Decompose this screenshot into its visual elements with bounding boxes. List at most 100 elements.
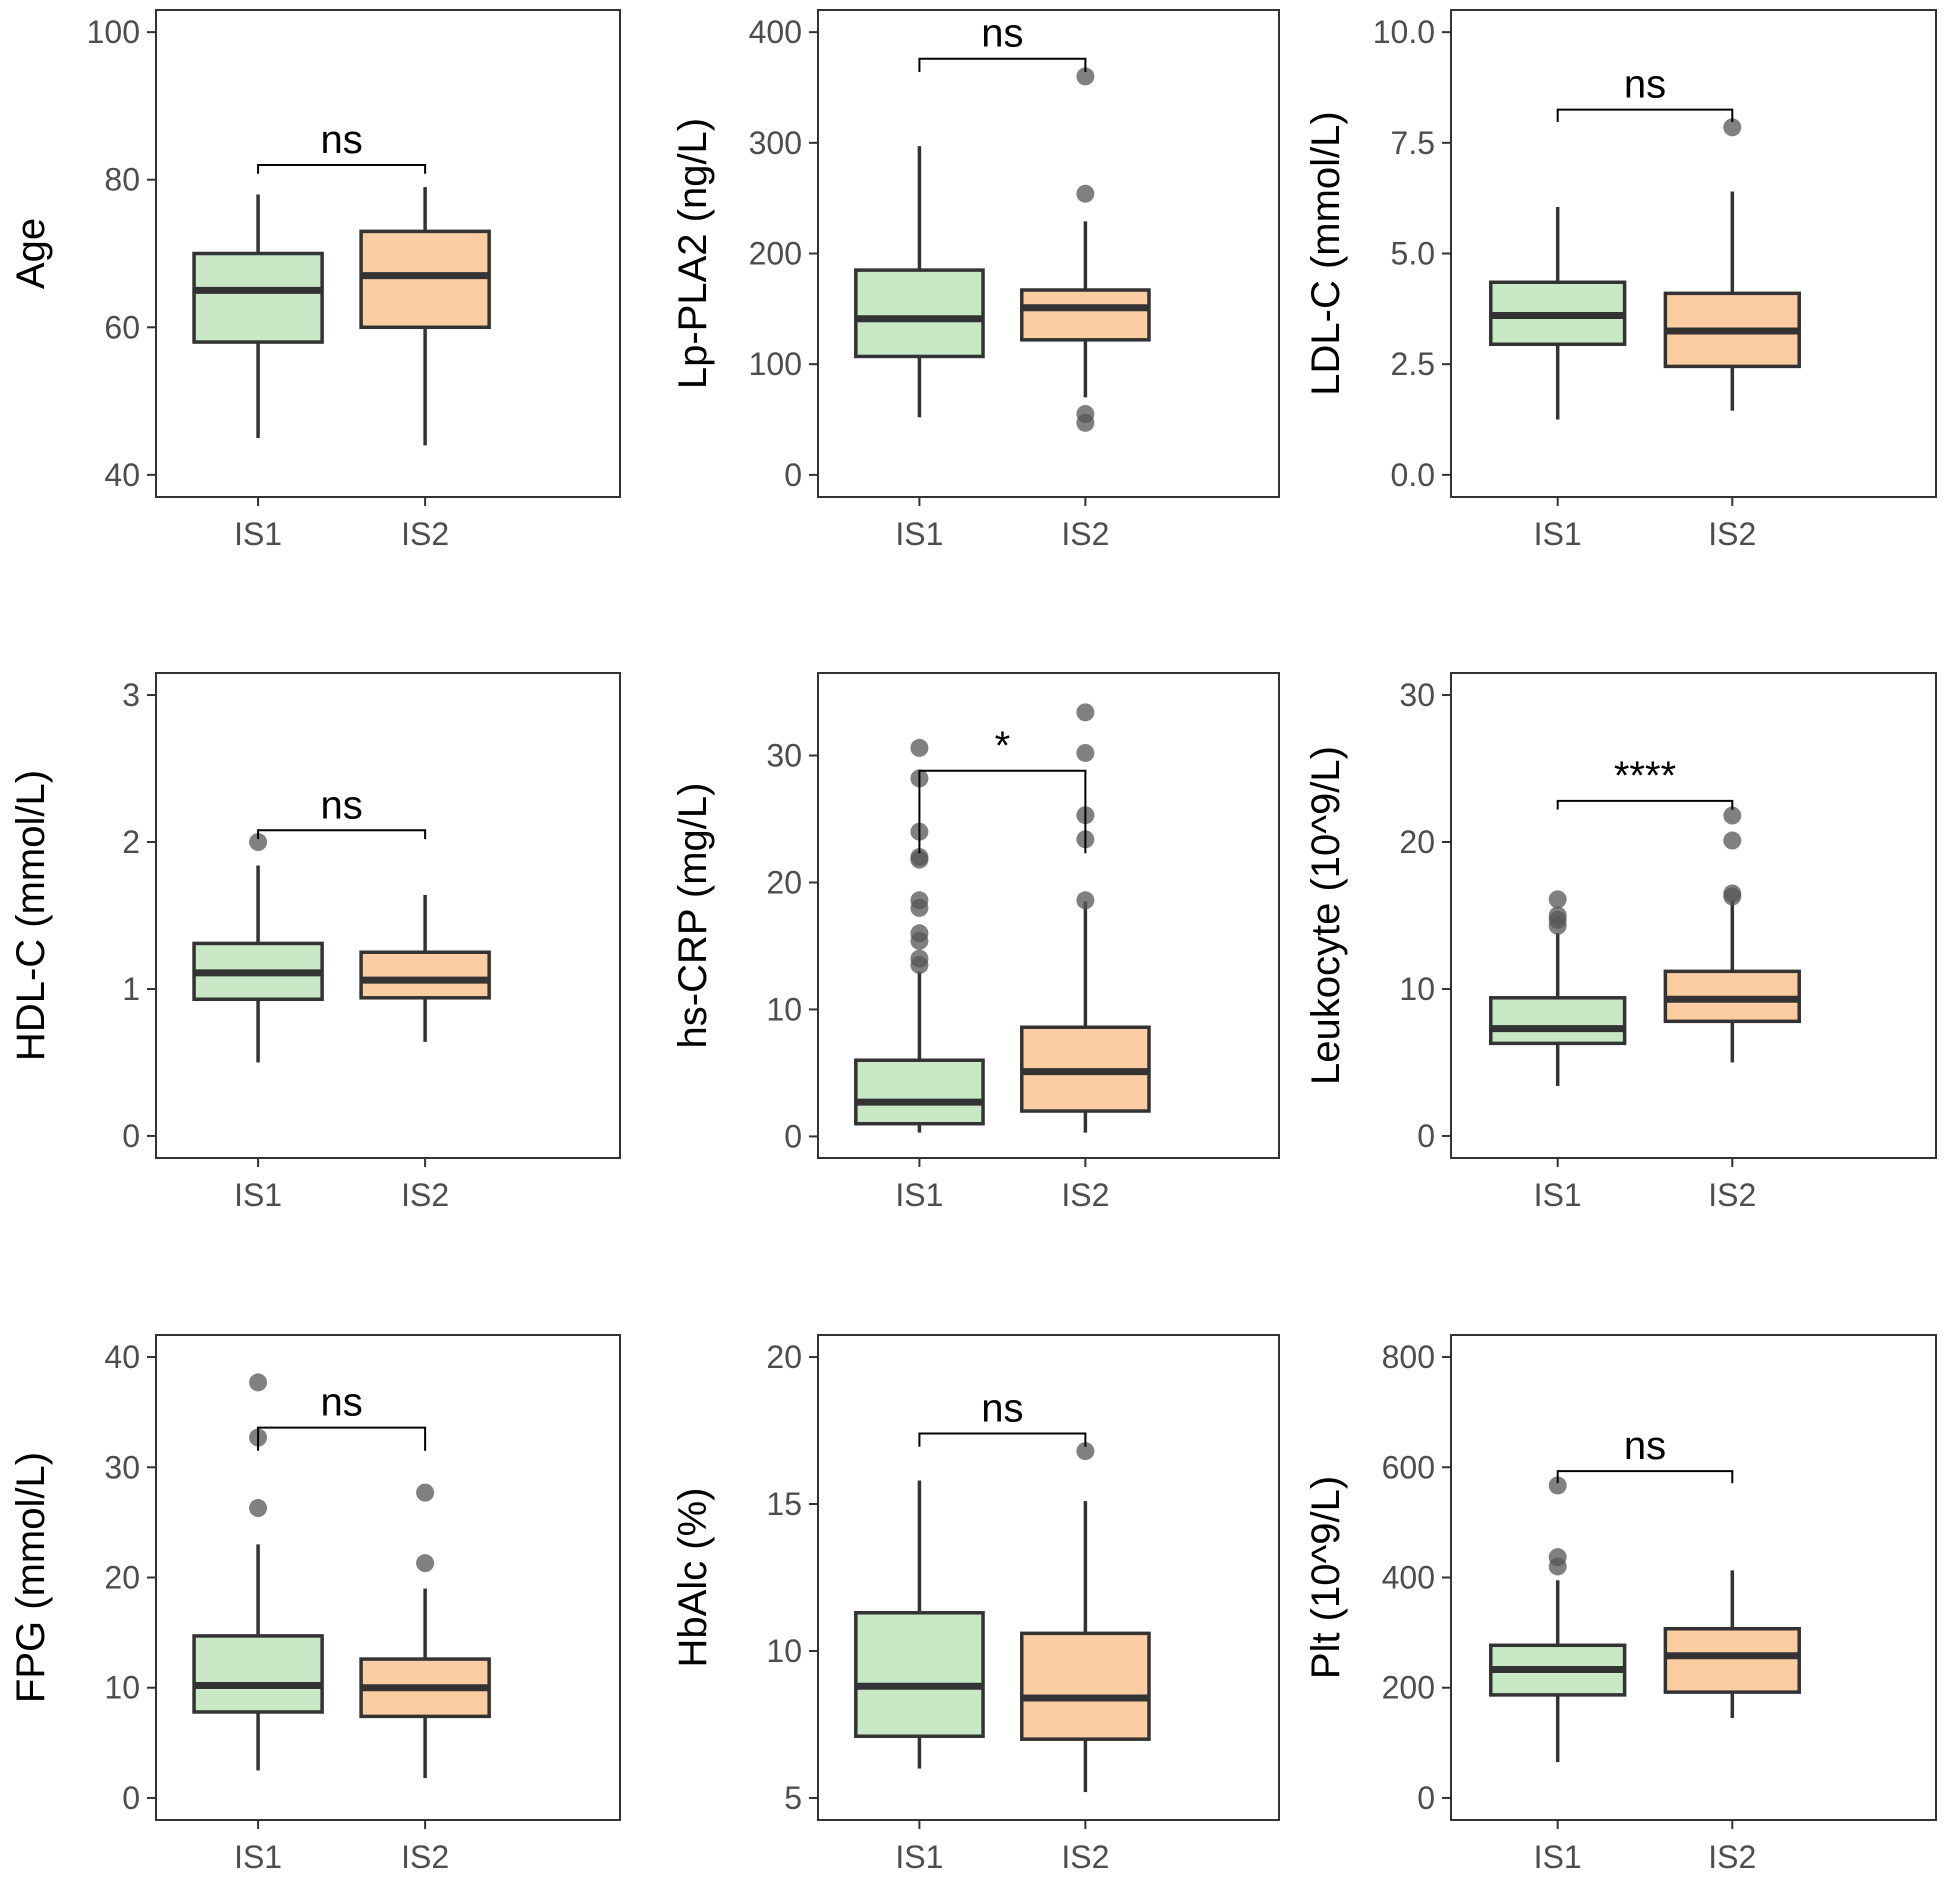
y-tick-label: 20 <box>766 864 802 900</box>
y-tick-label: 0.0 <box>1391 457 1435 493</box>
panel-1: 40 60 80 100 Age IS1 IS2 ns <box>9 9 621 552</box>
box-is1 <box>1489 1476 1627 1763</box>
panel-border <box>817 9 1280 498</box>
significance-bracket: ns <box>257 783 427 840</box>
panel-6: 0 10 20 30 Leukocyte (10^9/L) IS1 IS2 **** <box>1304 672 1937 1213</box>
y-tick-label: 40 <box>104 457 140 493</box>
x-tick-label-is2: IS2 <box>1708 1839 1756 1875</box>
panel-7: 0 10 20 30 40 FPG (mmol/L) IS1 IS2 ns <box>9 1334 621 1875</box>
x-tick-label-is2: IS2 <box>401 516 449 552</box>
outlier-point <box>1548 1476 1567 1495</box>
y-tick-label: 10 <box>766 1633 802 1669</box>
x-tick-label-is1: IS1 <box>234 1177 282 1213</box>
significance-bracket: ns <box>1556 1424 1734 1484</box>
panel-border <box>817 1334 1280 1821</box>
outlier-point <box>1076 413 1095 432</box>
y-tick-label: 400 <box>1382 1560 1435 1596</box>
y-tick-label: 2 <box>122 824 140 860</box>
panel-9: 0 200 400 600 800 Plt (10^9/L) IS1 IS2 ns <box>1304 1334 1937 1875</box>
x-tick-label-is2: IS2 <box>1061 516 1109 552</box>
y-tick-label: 60 <box>104 309 140 345</box>
y-tick-label: 30 <box>766 738 802 774</box>
x-tick-label-is1: IS1 <box>234 516 282 552</box>
box-is1 <box>854 738 985 1133</box>
box-is2 <box>359 187 491 446</box>
panel-border <box>155 672 621 1159</box>
iqr-box <box>192 1634 324 1714</box>
significance-bracket: **** <box>1556 754 1734 810</box>
iqr-box <box>1489 996 1627 1046</box>
bracket-line <box>918 1432 1087 1447</box>
y-tick-label: 0 <box>784 457 802 493</box>
x-tick-label-is1: IS1 <box>895 1177 943 1213</box>
outlier-point <box>1723 831 1742 850</box>
y-tick-label: 80 <box>104 162 140 198</box>
box-is2 <box>359 1483 491 1779</box>
significance-label: ns <box>320 118 362 162</box>
y-tick-label: 10 <box>104 1670 140 1706</box>
panel-2: 0 100 200 300 400 Lp-PLA2 (ng/L) IS1 IS2 ns <box>671 9 1280 552</box>
y-tick-label: 0 <box>122 1118 140 1154</box>
significance-label: ns <box>320 1381 362 1425</box>
y-tick-label: 40 <box>104 1339 140 1375</box>
outlier-point <box>1548 1557 1567 1576</box>
significance-label: ns <box>981 12 1023 56</box>
y-tick-label: 0 <box>784 1118 802 1154</box>
x-tick-label-is1: IS1 <box>895 516 943 552</box>
y-axis-title: Lp-PLA2 (ng/L) <box>671 118 715 389</box>
panel-border <box>1450 672 1937 1159</box>
x-tick-label-is2: IS2 <box>401 1839 449 1875</box>
iqr-box <box>359 229 491 330</box>
outlier-point <box>416 1483 435 1502</box>
y-tick-label: 30 <box>1399 677 1435 713</box>
y-tick-label: 10.0 <box>1373 14 1435 50</box>
iqr-box <box>854 1611 985 1738</box>
y-tick-label: 5.0 <box>1391 236 1435 272</box>
panel-4: 0 1 2 3 HDL-C (mmol/L) IS1 IS2 ns <box>9 672 621 1213</box>
outlier-point <box>1076 184 1095 203</box>
bracket-line <box>918 57 1087 72</box>
box-is1 <box>854 1480 985 1769</box>
bracket-line <box>1556 1470 1734 1484</box>
y-tick-label: 15 <box>766 1486 802 1522</box>
box-is1 <box>854 146 985 418</box>
y-axis-title: hs-CRP (mg/L) <box>671 783 715 1049</box>
y-axis-title: HbAlc (%) <box>671 1487 715 1667</box>
x-tick-label-is1: IS1 <box>895 1839 943 1875</box>
x-tick-label-is2: IS2 <box>1061 1177 1109 1213</box>
y-tick-label: 3 <box>122 677 140 713</box>
significance-label: ns <box>981 1386 1023 1430</box>
y-tick-label: 0 <box>1417 1780 1435 1816</box>
y-tick-label: 7.5 <box>1391 125 1435 161</box>
y-tick-label: 200 <box>1382 1670 1435 1706</box>
box-is2 <box>359 894 491 1042</box>
y-tick-label: 20 <box>1399 824 1435 860</box>
panel-8: 5 10 15 20 HbAlc (%) IS1 IS2 ns <box>671 1334 1280 1875</box>
x-tick-label-is1: IS1 <box>1534 1177 1582 1213</box>
x-tick-label-is2: IS2 <box>1061 1839 1109 1875</box>
panel-border <box>155 9 621 498</box>
significance-bracket: ns <box>918 12 1087 72</box>
box-is1 <box>192 1373 324 1771</box>
box-is2 <box>1663 1570 1801 1719</box>
panel-3: 0.0 2.5 5.0 7.5 10.0 LDL-C (mmol/L) IS1 IS2 ns <box>1304 9 1937 552</box>
outlier-point <box>1548 916 1567 935</box>
x-tick-label-is1: IS1 <box>1534 516 1582 552</box>
box-is1 <box>192 194 324 438</box>
y-tick-label: 5 <box>784 1780 802 1816</box>
outlier-point <box>910 956 929 975</box>
y-tick-label: 800 <box>1382 1339 1435 1375</box>
box-is2 <box>1020 1442 1151 1793</box>
box-is1 <box>192 833 324 1063</box>
bracket-line <box>257 829 427 840</box>
y-tick-label: 20 <box>104 1560 140 1596</box>
bracket-line <box>918 769 1087 854</box>
significance-label: ns <box>1624 1424 1666 1468</box>
bracket-line <box>257 1426 427 1451</box>
iqr-box <box>1663 1627 1801 1694</box>
outlier-point <box>1723 118 1742 137</box>
panel-5: 0 10 20 30 hs-CRP (mg/L) IS1 IS2 * <box>671 672 1280 1213</box>
bracket-line <box>1556 799 1734 810</box>
iqr-box <box>854 1058 985 1126</box>
outlier-point <box>249 833 268 852</box>
